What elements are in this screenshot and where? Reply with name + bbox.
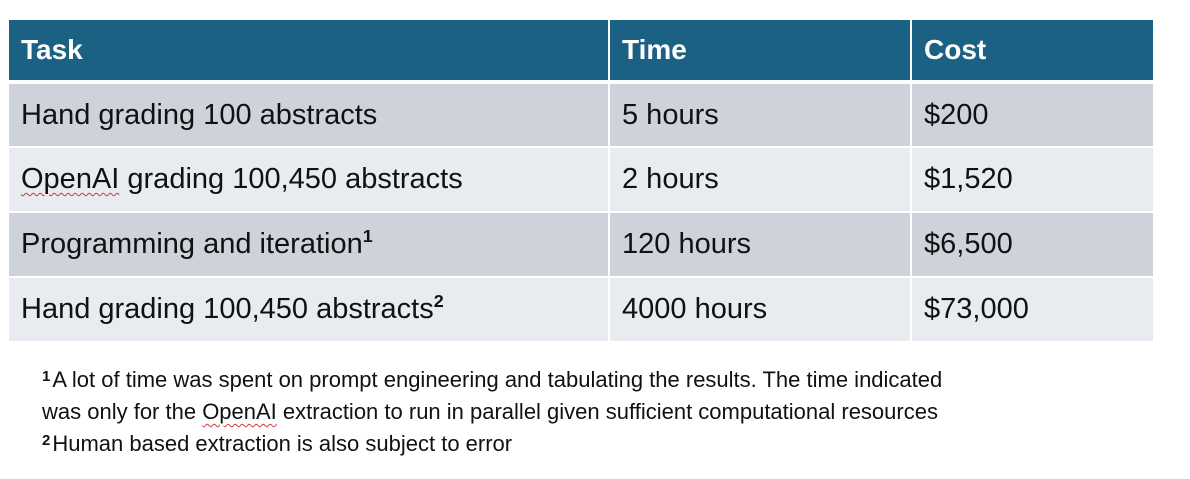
cost-cell: $200 <box>911 82 1153 148</box>
spellcheck-flagged-word: OpenAI <box>202 399 277 424</box>
task-text: Hand grading 100,450 abstracts <box>21 293 434 325</box>
spellcheck-flagged-word: OpenAI <box>21 163 120 195</box>
footnote-marker: 2 <box>433 291 444 312</box>
cost-cell: $6,500 <box>911 212 1153 278</box>
footnote-1-text: A lot of time was spent on prompt engine… <box>52 367 943 392</box>
time-cell: 2 hours <box>609 147 912 213</box>
task-cell: Programming and iteration1 <box>9 212 610 278</box>
header-task: Task <box>9 20 610 84</box>
table-row: Hand grading 100,450 abstracts2 4000 hou… <box>9 277 1153 343</box>
footnotes: 1A lot of time was spent on prompt engin… <box>42 364 1172 460</box>
header-cost: Cost <box>911 20 1153 84</box>
cost-cell: $1,520 <box>911 147 1153 213</box>
footnote-2-text: Human based extraction is also subject t… <box>52 431 513 456</box>
time-cell: 4000 hours <box>609 277 912 343</box>
task-cell: Hand grading 100,450 abstracts2 <box>9 277 610 343</box>
footnote-1-text-end: extraction to run in parallel given suff… <box>276 399 938 424</box>
task-cell: OpenAI grading 100,450 abstracts <box>9 147 610 213</box>
cost-comparison-table-container: Task Time Cost Hand grading 100 abstract… <box>9 20 1153 343</box>
table-row: Programming and iteration1 120 hours $6,… <box>9 212 1153 278</box>
footnote-2-marker: 2 <box>42 432 51 449</box>
footnote-1-text-start: was only for the <box>42 399 203 424</box>
time-cell: 120 hours <box>609 212 912 278</box>
time-cell: 5 hours <box>609 82 912 148</box>
cost-cell: $73,000 <box>911 277 1153 343</box>
task-text: Hand grading 100 abstracts <box>21 98 378 131</box>
table-header-row: Task Time Cost <box>9 20 1153 84</box>
table-row: Hand grading 100 abstracts 5 hours $200 <box>9 82 1153 148</box>
footnote-1-line-2: was only for the OpenAI extraction to ru… <box>42 396 1172 428</box>
task-cell: Hand grading 100 abstracts <box>9 82 610 148</box>
task-text: Programming and iteration <box>21 228 363 260</box>
footnote-1-marker: 1 <box>42 368 51 385</box>
header-time: Time <box>609 20 912 84</box>
footnote-1-line-1: 1A lot of time was spent on prompt engin… <box>42 364 1172 396</box>
table-row: OpenAI grading 100,450 abstracts 2 hours… <box>9 147 1153 213</box>
task-text: grading 100,450 abstracts <box>119 163 463 195</box>
footnote-2: 2Human based extraction is also subject … <box>42 428 1172 460</box>
cost-comparison-table: Task Time Cost Hand grading 100 abstract… <box>9 20 1153 343</box>
footnote-marker: 1 <box>362 226 373 247</box>
